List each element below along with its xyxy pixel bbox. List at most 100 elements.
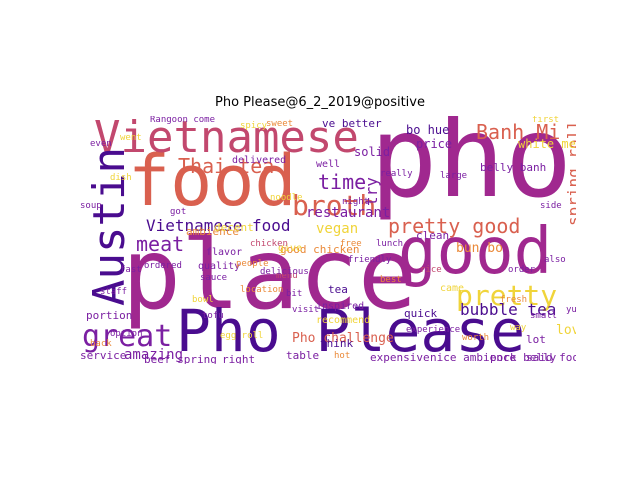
- cloud-word: Vietnamese: [94, 116, 359, 163]
- cloud-word: egg roll: [220, 331, 264, 341]
- word-cloud: pho place food Pho Please good Vietnamese Aust…: [80, 116, 576, 364]
- cloud-word: experience: [406, 325, 461, 335]
- cloud-word: bubble tea: [460, 300, 557, 319]
- cloud-word: bit: [286, 289, 303, 299]
- cloud-word: clean: [416, 229, 450, 242]
- cloud-word: sauce: [200, 273, 228, 283]
- cloud-word: recommend: [316, 315, 371, 326]
- cloud-word: expensive: [370, 351, 430, 364]
- cloud-word: Thai tea: [178, 154, 275, 178]
- cloud-word: staff: [100, 287, 128, 297]
- cloud-word: give: [278, 243, 303, 254]
- cloud-word: ambience: [186, 225, 239, 238]
- cloud-word: said food: [526, 351, 576, 364]
- cloud-word: dish: [110, 173, 132, 183]
- cloud-word: came: [440, 283, 465, 294]
- cloud-word: solid: [354, 145, 391, 159]
- cloud-word: service: [80, 349, 127, 362]
- cloud-word: place: [122, 218, 418, 332]
- cloud-word: quality: [198, 261, 241, 272]
- cloud-word: pretty: [456, 279, 558, 312]
- cloud-word: beef spring: [144, 353, 217, 364]
- cloud-word: think: [320, 337, 354, 350]
- cloud-word: free: [340, 239, 362, 249]
- cloud-word: good chicken: [280, 243, 360, 256]
- cloud-word: tofu: [202, 311, 224, 321]
- cloud-word: portion: [86, 309, 133, 322]
- cloud-word: decent: [214, 221, 254, 234]
- cloud-word: back: [90, 339, 112, 349]
- cloud-word: hot: [334, 351, 351, 361]
- figure-title: Pho Please@6_2_2019@positive: [215, 95, 425, 110]
- cloud-word: first: [532, 116, 560, 125]
- cloud-word: bo hue: [406, 123, 450, 137]
- cloud-word: sweet: [266, 119, 294, 129]
- cloud-word: chicken: [250, 239, 288, 249]
- cloud-word: fresh: [500, 295, 528, 305]
- cloud-word: Banh Mi: [476, 120, 561, 144]
- cloud-word: also: [544, 255, 566, 265]
- cloud-word: amazing: [124, 347, 184, 363]
- cloud-word: flavor: [206, 247, 243, 258]
- cloud-word: friendly: [348, 255, 392, 265]
- cloud-word: food: [128, 140, 297, 222]
- cloud-word: love: [556, 323, 576, 338]
- cloud-word: best: [380, 275, 402, 285]
- cloud-word: spring roll: [564, 120, 576, 226]
- cloud-word: ordered: [144, 261, 182, 271]
- cloud-word: good: [398, 215, 553, 289]
- cloud-word: way: [510, 323, 527, 333]
- cloud-word: Pho Please: [176, 297, 526, 364]
- cloud-word: fast: [120, 265, 142, 275]
- cloud-word: Rangoon come: [150, 116, 216, 125]
- cloud-word: delivered: [232, 155, 287, 166]
- cloud-word: white meat: [518, 137, 576, 151]
- cloud-word: right: [222, 353, 256, 364]
- cloud-word: pho: [370, 116, 573, 223]
- cloud-word: visit: [292, 305, 320, 315]
- cloud-word: lot: [526, 333, 546, 346]
- cloud-word: quick: [404, 307, 438, 320]
- cloud-word: Vietnamese food: [146, 216, 291, 235]
- cloud-word: option: [110, 329, 143, 339]
- cloud-word: pretty good: [388, 214, 521, 238]
- cloud-word: really: [380, 169, 413, 179]
- cloud-word: location: [240, 285, 284, 295]
- cloud-word: went: [120, 133, 142, 143]
- cloud-word: Austin: [84, 147, 135, 306]
- cloud-word: delicious: [260, 267, 309, 277]
- cloud-word: got: [170, 207, 187, 217]
- cloud-word: spicy: [240, 121, 268, 131]
- cloud-word: lunch: [376, 239, 404, 249]
- cloud-word: worth: [462, 333, 490, 343]
- cloud-word: Pho challenge: [292, 331, 394, 346]
- cloud-word: ve better: [322, 117, 382, 130]
- cloud-word: small: [530, 311, 558, 321]
- cloud-word: table: [286, 349, 320, 362]
- cloud-word: rice: [420, 265, 442, 275]
- cloud-word: bowl: [192, 295, 214, 305]
- cloud-word: time: [318, 170, 367, 194]
- cloud-word: tea: [328, 283, 348, 296]
- cloud-word: broth: [292, 189, 377, 222]
- cloud-word: meat: [136, 232, 185, 256]
- cloud-word: noodle: [270, 193, 303, 203]
- cloud-word: side: [540, 201, 562, 211]
- cloud-word: well: [316, 159, 341, 170]
- cloud-word: large: [440, 171, 468, 181]
- cloud-word: restaurant: [306, 205, 391, 221]
- cloud-word: nice ambience: [430, 351, 517, 364]
- cloud-word: great: [82, 319, 173, 354]
- cloud-word: pork belly: [490, 351, 557, 364]
- cloud-word: vegan: [316, 221, 359, 237]
- cloud-word: belly banh: [480, 161, 547, 174]
- cloud-word: price: [416, 137, 453, 151]
- cloud-word: menu: [276, 271, 298, 281]
- cloud-word: people: [236, 259, 269, 269]
- cloud-word: order: [508, 265, 536, 275]
- cloud-word: inspired: [316, 301, 365, 312]
- cloud-word: even: [90, 139, 112, 149]
- cloud-word: soup: [80, 201, 102, 211]
- cloud-word: yummy: [566, 305, 576, 315]
